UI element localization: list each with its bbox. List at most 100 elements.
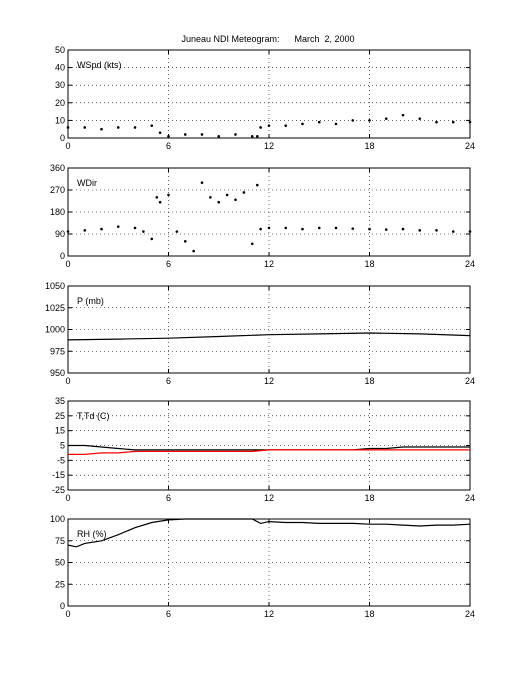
wdir-point — [142, 230, 145, 233]
x-tick-label: 12 — [264, 609, 274, 619]
wspd-kts-panel: 0 6 12 18 24 0 10 20 30 40 50 WSpd (kts) — [55, 45, 475, 151]
wspd-kts-point — [200, 133, 204, 136]
y-tick-label: 75 — [55, 536, 65, 546]
y-tick-label: 10 — [55, 115, 65, 125]
x-tick-label: 24 — [465, 493, 475, 503]
y-tick-label: 90 — [55, 229, 65, 239]
x-tick-label: 0 — [65, 609, 70, 619]
x-tick-label: 24 — [465, 609, 475, 619]
wdir-point — [368, 227, 371, 231]
y-tick-label: 180 — [50, 207, 65, 217]
x-tick-label: 0 — [65, 493, 70, 503]
x-tick-label: 18 — [364, 259, 374, 269]
x-tick-label: 12 — [264, 141, 274, 151]
x-tick-label: 0 — [65, 376, 70, 386]
y-tick-label: 100 — [50, 514, 65, 524]
y-tick-label: 360 — [50, 163, 65, 173]
y-tick-label: 30 — [55, 80, 65, 90]
wdir-point — [267, 226, 271, 230]
y-tick-label: 1025 — [45, 303, 65, 313]
wspd-kts-point — [351, 119, 355, 122]
wdir-point — [259, 227, 262, 231]
x-tick-label: 24 — [465, 141, 475, 151]
wspd-kts-point — [217, 134, 221, 138]
wspd-kts-point — [259, 126, 262, 129]
wspd-kts-point — [284, 124, 288, 127]
y-tick-label: 270 — [50, 185, 65, 195]
wspd-kts-point — [66, 126, 70, 129]
figure-title: Juneau NDI Meteogram: March 2, 2000 — [181, 34, 354, 44]
wspd-kts-point — [167, 134, 170, 138]
wdir-point — [401, 227, 405, 231]
wdir-point — [66, 230, 70, 233]
x-tick-label: 12 — [264, 259, 274, 269]
t-td-c-label: T,Td (C) — [77, 411, 110, 421]
x-tick-label: 6 — [166, 376, 171, 386]
wdir-point — [209, 196, 212, 199]
wdir-point — [255, 183, 259, 187]
t-td-c-panel: 0 6 12 18 24 -25 -15 -5 5 15 25 35 T,Td (C) — [52, 396, 475, 503]
wdir-point — [468, 230, 472, 233]
wdir-point — [192, 249, 195, 253]
x-tick-label: 6 — [166, 141, 171, 151]
wdir-point — [334, 226, 338, 230]
x-tick-label: 18 — [364, 493, 374, 503]
wdir-point — [242, 191, 246, 194]
wspd-kts-point — [334, 122, 338, 126]
x-tick-label: 18 — [364, 376, 374, 386]
wspd-kts-point — [250, 134, 254, 138]
rh-label: RH (%) — [77, 529, 107, 539]
wdir-point — [284, 226, 288, 230]
wdir-point — [351, 227, 355, 230]
wspd-kts-point — [418, 117, 422, 120]
wdir-point — [301, 227, 304, 231]
wspd-kts-label: WSpd (kts) — [77, 60, 122, 70]
wspd-kts-point — [451, 120, 455, 124]
y-tick-label: 0 — [60, 133, 65, 143]
y-tick-label: 50 — [55, 558, 65, 568]
y-tick-label: 15 — [55, 426, 65, 436]
x-tick-label: 0 — [65, 141, 70, 151]
y-tick-label: 40 — [55, 63, 65, 73]
wdir-point — [250, 242, 254, 246]
wspd-kts-point — [255, 134, 259, 138]
y-tick-label: 975 — [50, 346, 65, 356]
wdir-point — [133, 226, 137, 230]
p-mb-panel: 0 6 12 18 24 950 975 1000 1025 1050 P (mb) — [45, 281, 475, 386]
y-tick-label: 1000 — [45, 325, 65, 335]
x-tick-label: 6 — [166, 259, 171, 269]
wdir-point — [116, 225, 120, 228]
y-tick-label: 0 — [60, 251, 65, 261]
wspd-kts-point — [468, 120, 472, 124]
x-tick-label: 6 — [166, 609, 171, 619]
y-tick-label: 25 — [55, 579, 65, 589]
x-tick-label: 6 — [166, 493, 171, 503]
wspd-kts-point — [116, 126, 120, 129]
wdir-point — [317, 226, 321, 230]
wdir-point — [150, 237, 154, 241]
y-tick-label: -25 — [52, 485, 65, 495]
wspd-kts-point — [317, 120, 321, 124]
y-tick-label: 950 — [50, 368, 65, 378]
wdir-point — [217, 200, 221, 204]
y-tick-label: -5 — [57, 455, 65, 465]
y-tick-label: 0 — [60, 601, 65, 611]
wspd-kts-point — [150, 124, 154, 127]
x-tick-label: 12 — [264, 376, 274, 386]
x-tick-label: 24 — [465, 259, 475, 269]
wspd-kts-point — [183, 133, 187, 136]
wdir-point — [200, 181, 204, 184]
x-tick-label: 18 — [364, 609, 374, 619]
wdir-point — [175, 230, 179, 233]
wdir-point — [155, 196, 159, 199]
wspd-kts-point — [158, 131, 162, 135]
wdir-point — [83, 229, 87, 232]
wdir-point — [183, 240, 187, 243]
p-mb-series-line-0 — [67, 332, 471, 341]
wspd-kts-point — [301, 122, 304, 126]
wdir-point — [225, 193, 229, 197]
y-tick-label: 35 — [55, 396, 65, 406]
y-tick-label: 20 — [55, 98, 65, 108]
wspd-kts-point — [133, 126, 137, 129]
